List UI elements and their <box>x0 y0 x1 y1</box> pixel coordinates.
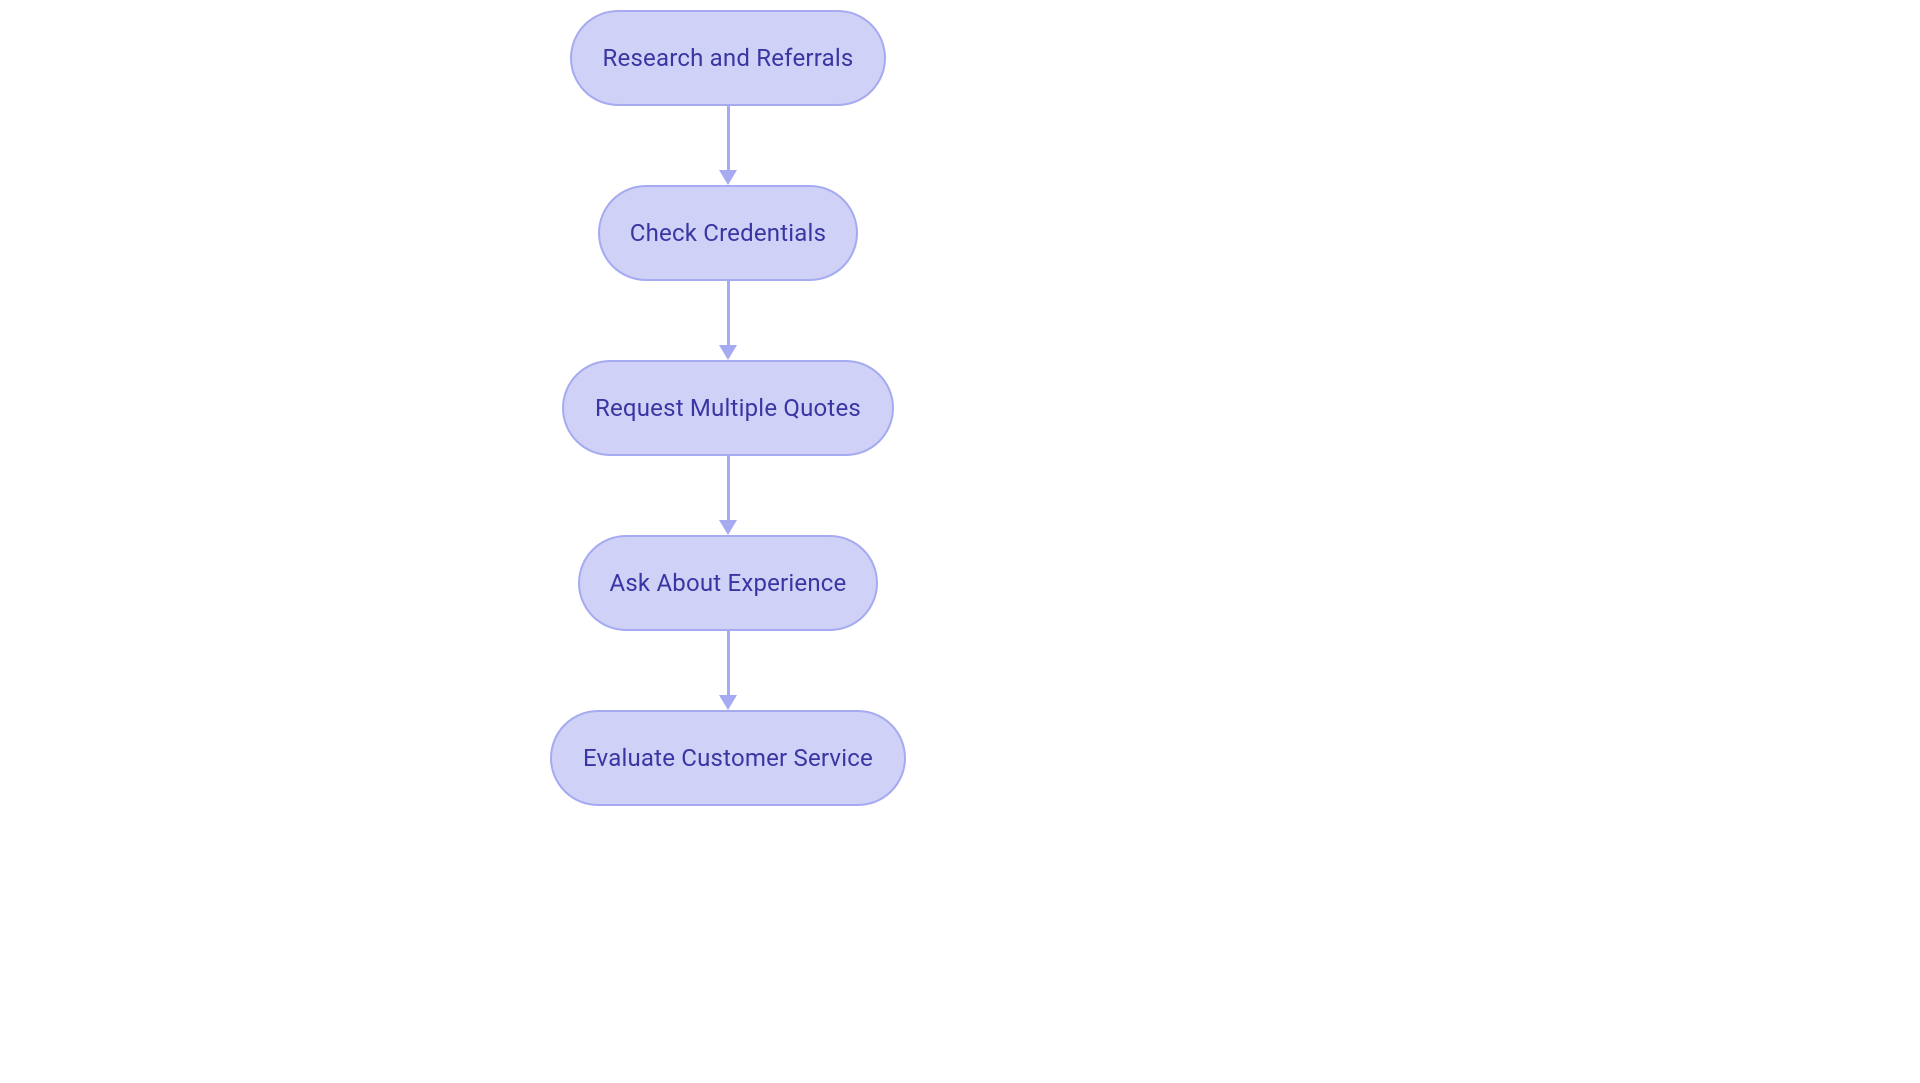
flowchart-edge <box>719 631 737 710</box>
flowchart-canvas: Research and Referrals Check Credentials… <box>0 0 1920 1083</box>
flowchart-edge <box>719 106 737 185</box>
arrow-down-icon <box>719 170 737 185</box>
arrow-shaft <box>727 456 730 520</box>
arrow-down-icon <box>719 345 737 360</box>
flowchart-node-research-and-referrals: Research and Referrals <box>570 10 886 106</box>
flowchart-edge <box>719 281 737 360</box>
node-label: Ask About Experience <box>609 569 846 597</box>
arrow-down-icon <box>719 695 737 710</box>
node-label: Evaluate Customer Service <box>583 744 873 772</box>
arrow-shaft <box>727 631 730 695</box>
arrow-shaft <box>727 106 730 170</box>
node-label: Research and Referrals <box>603 44 854 72</box>
node-label: Request Multiple Quotes <box>595 394 861 422</box>
flowchart-node-check-credentials: Check Credentials <box>598 185 858 281</box>
flowchart-node-evaluate-customer-service: Evaluate Customer Service <box>550 710 906 806</box>
flowchart-node-ask-about-experience: Ask About Experience <box>578 535 878 631</box>
arrow-shaft <box>727 281 730 345</box>
arrow-down-icon <box>719 520 737 535</box>
flowchart-node-request-multiple-quotes: Request Multiple Quotes <box>562 360 894 456</box>
node-label: Check Credentials <box>630 219 826 247</box>
flowchart-edge <box>719 456 737 535</box>
